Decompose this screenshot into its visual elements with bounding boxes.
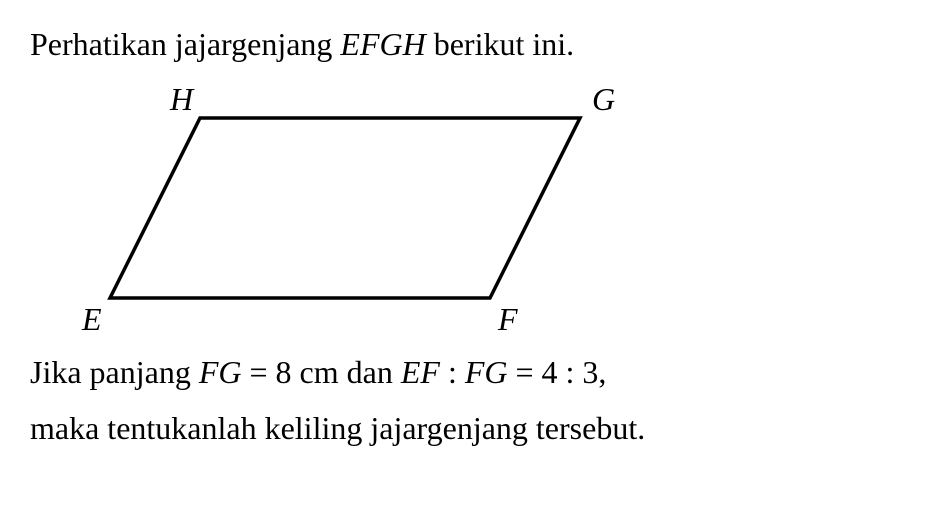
text-fragment: Perhatikan jajargenjang xyxy=(30,26,340,62)
text-fragment: = 8 cm dan xyxy=(242,354,401,390)
instruction-line-2: Jika panjang FG = 8 cm dan EF : FG = 4 :… xyxy=(30,348,912,396)
var-ef: EF xyxy=(401,354,440,390)
instruction-line-1: Perhatikan jajargenjang EFGH berikut ini… xyxy=(30,20,912,68)
text-fragment: : xyxy=(440,354,465,390)
vertex-label-e: E xyxy=(81,301,102,337)
vertex-label-h: H xyxy=(169,81,195,117)
var-fg-2: FG xyxy=(465,354,508,390)
text-fragment: Jika panjang xyxy=(30,354,199,390)
text-fragment: berikut ini. xyxy=(426,26,574,62)
text-fragment: = 4 : 3, xyxy=(507,354,606,390)
instruction-line-3: maka tentukanlah keliling jajargenjang t… xyxy=(30,404,912,452)
parallelogram-diagram: E F G H xyxy=(70,78,912,338)
vertex-label-g: G xyxy=(592,81,615,117)
parallelogram-shape xyxy=(110,118,580,298)
parallelogram-svg: E F G H xyxy=(70,78,630,338)
vertex-label-f: F xyxy=(497,301,518,337)
var-fg: FG xyxy=(199,354,242,390)
var-efgh: EFGH xyxy=(340,26,425,62)
